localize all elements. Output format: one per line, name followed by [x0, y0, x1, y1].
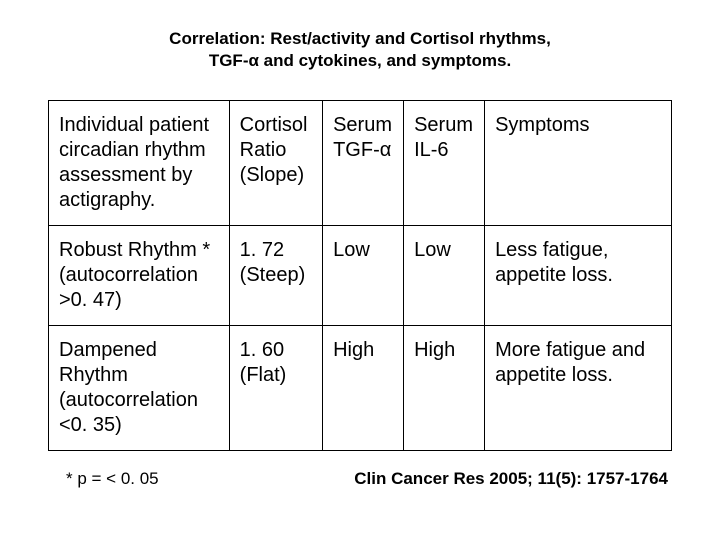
cell: Low: [404, 226, 485, 326]
cell: 1. 72 (Steep): [229, 226, 322, 326]
table-header-row: Individual patient circadian rhythm asse…: [49, 101, 672, 226]
slide-page: Correlation: Rest/activity and Cortisol …: [0, 0, 720, 509]
header-cell: Cortisol Ratio (Slope): [229, 101, 322, 226]
footnote: * p = < 0. 05: [48, 469, 159, 489]
cell: High: [323, 326, 404, 451]
footer: * p = < 0. 05 Clin Cancer Res 2005; 11(5…: [48, 469, 672, 489]
slide-title: Correlation: Rest/activity and Cortisol …: [48, 28, 672, 72]
cell: High: [404, 326, 485, 451]
cell: More fatigue and appetite loss.: [485, 326, 672, 451]
cell: Dampened Rhythm (autocorrelation <0. 35): [49, 326, 230, 451]
header-cell: Serum TGF-α: [323, 101, 404, 226]
header-cell: Individual patient circadian rhythm asse…: [49, 101, 230, 226]
cell: Less fatigue, appetite loss.: [485, 226, 672, 326]
title-line-1: Correlation: Rest/activity and Cortisol …: [169, 29, 551, 48]
table-row: Dampened Rhythm (autocorrelation <0. 35)…: [49, 326, 672, 451]
table-row: Robust Rhythm * (autocorrelation >0. 47)…: [49, 226, 672, 326]
citation: Clin Cancer Res 2005; 11(5): 1757-1764: [354, 469, 672, 489]
title-line-2: TGF-α and cytokines, and symptoms.: [209, 51, 511, 70]
correlation-table: Individual patient circadian rhythm asse…: [48, 100, 672, 451]
cell: Low: [323, 226, 404, 326]
header-cell: Serum IL-6: [404, 101, 485, 226]
header-cell: Symptoms: [485, 101, 672, 226]
cell: Robust Rhythm * (autocorrelation >0. 47): [49, 226, 230, 326]
cell: 1. 60 (Flat): [229, 326, 322, 451]
